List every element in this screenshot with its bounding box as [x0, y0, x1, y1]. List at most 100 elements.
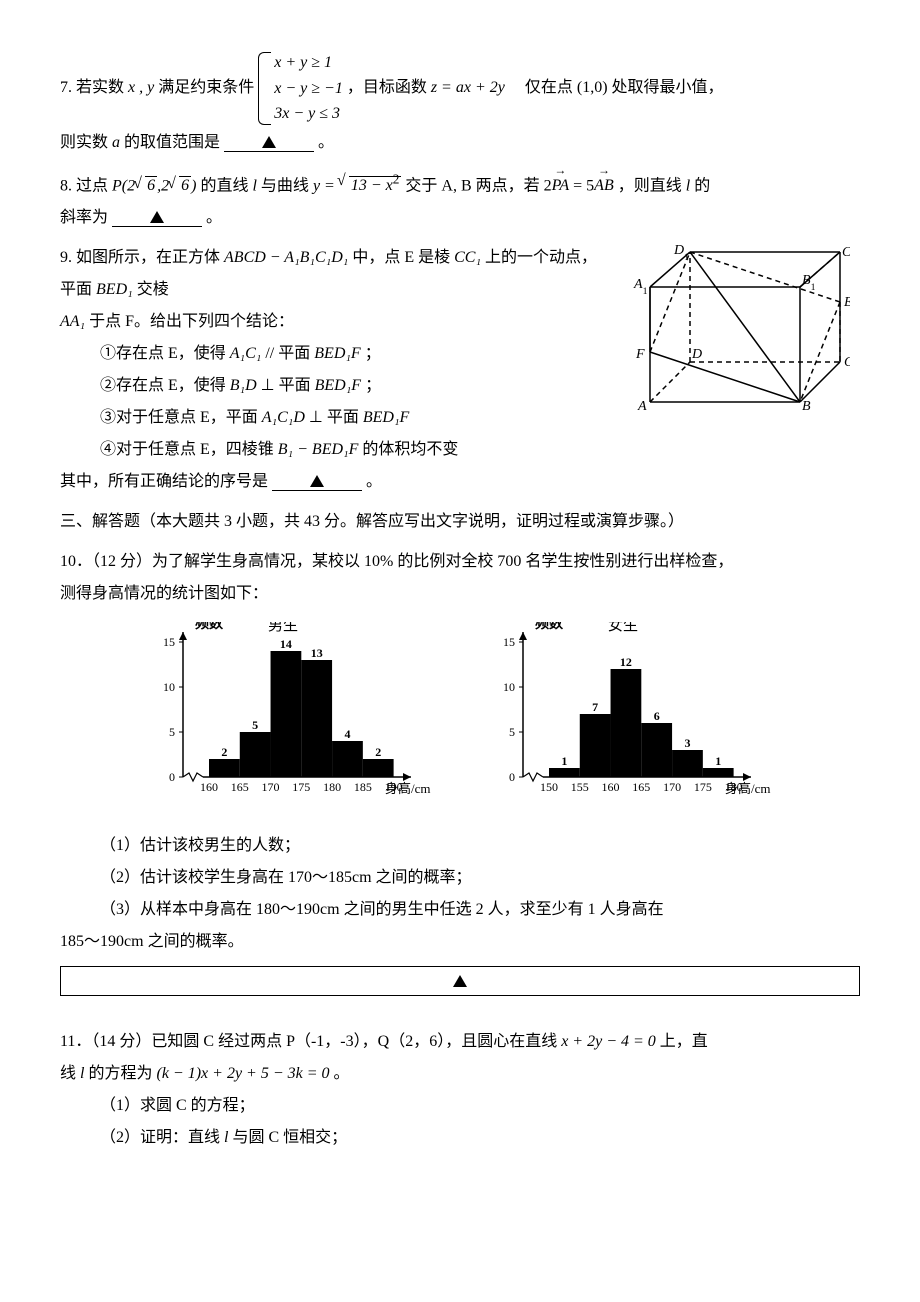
q11-sub1: （1）求圆 C 的方程；	[60, 1090, 860, 1122]
q8-vec-AB: AB	[594, 170, 614, 202]
svg-text:7: 7	[592, 700, 598, 714]
q8-mid4: ，则直线	[618, 177, 682, 194]
svg-text:1: 1	[715, 754, 721, 768]
svg-text:A1: A1	[633, 277, 648, 297]
q8-l: l	[252, 177, 256, 194]
q7-mid4: 处取得最小值，	[612, 79, 724, 96]
q8-sqrt6a: 6	[135, 170, 157, 202]
svg-text:F: F	[635, 347, 645, 362]
svg-text:170: 170	[262, 780, 280, 794]
q7-system: x + y ≥ 1 x − y ≥ −1 3x − y ≤ 3	[258, 50, 343, 127]
q11-end: 。	[334, 1065, 350, 1082]
q7-point: (1,0)	[577, 79, 608, 96]
q8-P: P(2	[112, 177, 135, 194]
q10-sub3: （3）从样本中身高在 180～190cm 之间的男生中任选 2 人，求至少有 1…	[60, 894, 860, 926]
svg-text:10: 10	[163, 680, 175, 694]
svg-text:12: 12	[620, 655, 632, 669]
answer-box	[60, 966, 860, 996]
svg-text:150: 150	[540, 780, 558, 794]
q7-vars: x , y	[128, 79, 154, 96]
svg-text:165: 165	[632, 780, 650, 794]
answer-triangle-icon	[453, 975, 467, 987]
q7-sys-1: x + y ≥ 1	[274, 50, 343, 76]
q8-mid2: 与曲线	[261, 177, 313, 194]
q8-l2: l	[686, 177, 690, 194]
q8-curve1: y =	[313, 177, 339, 194]
q8-line2: 斜率为	[60, 209, 108, 226]
q11-prefix: 11．（14 分）已知圆 C 经过两点 P（-1，-3），Q（2，6），且圆心在…	[60, 1033, 557, 1050]
svg-text:175: 175	[292, 780, 310, 794]
q11-eq1: x + 2y − 4 = 0	[561, 1033, 656, 1050]
svg-text:10: 10	[503, 680, 515, 694]
svg-text:D: D	[691, 347, 702, 362]
q7-mid2: ，目标函数	[347, 79, 431, 96]
problem-7: 7. 若实数 x , y 满足约束条件 x + y ≥ 1 x − y ≥ −1…	[60, 50, 860, 159]
q11-line2a: 线	[60, 1065, 76, 1082]
q8-sqrt6b: 6	[169, 170, 191, 202]
q8-blank	[112, 210, 202, 227]
q7-line2b: 的取值范围是	[124, 134, 220, 151]
q7-line2a: 则实数	[60, 134, 108, 151]
q7-sys-2: x − y ≥ −1	[274, 76, 343, 102]
blank-triangle-icon	[150, 211, 164, 223]
svg-text:185: 185	[354, 780, 372, 794]
q11-sub2: （2）证明：直线 l 与圆 C 恒相交；	[60, 1122, 860, 1154]
svg-text:15: 15	[503, 635, 515, 649]
svg-text:E: E	[843, 295, 850, 310]
q9-end: 。	[366, 473, 382, 490]
svg-text:170: 170	[663, 780, 681, 794]
svg-text:13: 13	[311, 646, 323, 660]
problem-8: 8. 过点 P(26,26) 的直线 l 与曲线 y = 13 − x2 交于 …	[60, 167, 860, 234]
svg-text:C1: C1	[842, 245, 850, 265]
q8-vec-PA: PA	[552, 170, 569, 202]
blank-triangle-icon	[262, 136, 276, 148]
svg-text:2: 2	[221, 745, 227, 759]
svg-text:5: 5	[509, 725, 515, 739]
q10-sub2: （2）估计该校学生身高在 170～185cm 之间的概率；	[60, 862, 860, 894]
q10-sub3-line2: 185～190cm 之间的概率。	[60, 926, 860, 958]
q7-end: 。	[318, 134, 334, 151]
svg-text:5: 5	[169, 725, 175, 739]
q9-prefix: 9. 如图所示，在正方体	[60, 249, 220, 266]
svg-text:身高/cm: 身高/cm	[385, 781, 431, 796]
q7-mid1: 满足约束条件	[158, 79, 258, 96]
svg-text:14: 14	[280, 637, 292, 651]
cube-figure: ABCDA1B1C1D1EF	[630, 242, 850, 424]
q10-pct: 10%	[364, 553, 393, 570]
blank-triangle-icon	[310, 475, 324, 487]
cube-svg: ABCDA1B1C1D1EF	[630, 242, 850, 412]
q11-mid1: 上，直	[660, 1033, 708, 1050]
svg-text:B: B	[802, 399, 811, 412]
charts-row: 05101525141342160165170175180185190频数身高/…	[60, 622, 860, 812]
q8-mid3: 交于 A, B 两点，若	[405, 177, 543, 194]
svg-text:160: 160	[200, 780, 218, 794]
female-histogram: 0510151712631150155160165170175180频数身高/c…	[475, 622, 785, 812]
q10-prefix: 10．（12 分）为了解学生身高情况，某校以	[60, 553, 360, 570]
q8-mid1: 的直线	[200, 177, 248, 194]
problem-9: ABCDA1B1C1D1EF 9. 如图所示，在正方体 ABCD − A₁B₁C…	[60, 242, 860, 498]
q9-bed1: BED₁	[96, 281, 133, 298]
svg-text:175: 175	[694, 780, 712, 794]
svg-text:男生: 男生	[268, 622, 298, 634]
q9-cube: ABCD − A₁B₁C₁D₁	[224, 249, 348, 266]
q10-line2: 测得身高情况的统计图如下：	[60, 585, 268, 602]
q8-mid5: 的	[694, 177, 710, 194]
svg-text:155: 155	[571, 780, 589, 794]
q8-Pend: )	[191, 177, 196, 194]
q7-blank	[224, 135, 314, 152]
q7-a: a	[112, 134, 124, 151]
q9-stmt-4: ④对于任意点 E，四棱锥 B₁ − BED₁F 的体积均不变	[60, 434, 860, 466]
svg-text:C: C	[844, 355, 850, 370]
svg-text:6: 6	[654, 709, 660, 723]
q9-aa1: AA₁	[60, 313, 85, 330]
q11-l: l	[80, 1065, 84, 1082]
q9-line2b: 于点 F。给出下列四个结论：	[89, 313, 294, 330]
svg-text:160: 160	[602, 780, 620, 794]
svg-text:180: 180	[323, 780, 341, 794]
male-histogram: 05101525141342160165170175180185190频数身高/…	[135, 622, 445, 812]
problem-11: 11．（14 分）已知圆 C 经过两点 P（-1，-3），Q（2，6），且圆心在…	[60, 1026, 860, 1154]
q10-mid: 的比例对全校 700 名学生按性别进行出样检查，	[397, 553, 733, 570]
q7-sys-3: 3x − y ≤ 3	[274, 101, 343, 127]
q9-tail: 其中，所有正确结论的序号是	[60, 473, 268, 490]
q9-mid3: 交棱	[137, 281, 169, 298]
